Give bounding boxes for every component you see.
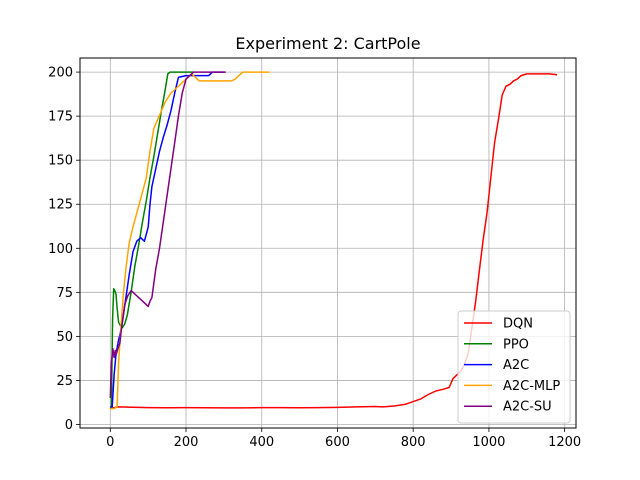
- legend: DQN PPO A2C A2C-MLP A2C-SU: [457, 310, 571, 424]
- series-line-a2c-mlp: [110, 71, 270, 410]
- y-axis-ticks: 0 25 50 75 100 125 150 175 200: [48, 66, 80, 433]
- legend-label: DQN: [503, 317, 533, 332]
- chart-title: Experiment 2: CartPole: [235, 34, 420, 53]
- x-tick-label: 0: [106, 435, 114, 450]
- series-lines: [109, 71, 558, 410]
- legend-label: A2C-SU: [503, 400, 552, 415]
- series-line-a2c-su: [109, 71, 226, 399]
- y-tick-label: 125: [48, 198, 73, 213]
- legend-box: [457, 310, 571, 424]
- y-tick-label: 75: [56, 286, 73, 301]
- y-tick-label: 150: [48, 154, 73, 169]
- x-tick-label: 1000: [472, 435, 505, 450]
- series-line-a2c: [110, 71, 224, 408]
- series-line-dqn: [110, 73, 558, 410]
- plot-frame: [79, 57, 577, 429]
- y-tick-label: 175: [48, 110, 73, 125]
- x-tick-label: 400: [249, 435, 274, 450]
- legend-label: A2C: [503, 358, 529, 373]
- legend-label: PPO: [503, 337, 529, 352]
- x-tick-label: 600: [325, 435, 350, 450]
- x-tick-label: 1200: [548, 435, 581, 450]
- legend-label: A2C-MLP: [503, 379, 560, 394]
- y-tick-label: 50: [56, 330, 73, 345]
- x-tick-label: 800: [401, 435, 426, 450]
- series-line-ppo: [109, 71, 194, 410]
- y-tick-label: 200: [48, 66, 73, 81]
- x-tick-label: 200: [174, 435, 199, 450]
- y-tick-label: 25: [56, 374, 73, 389]
- y-tick-label: 0: [65, 418, 73, 433]
- y-tick-label: 100: [48, 242, 73, 257]
- x-axis-ticks: 0 200 400 600 800 1000 1200: [106, 428, 581, 450]
